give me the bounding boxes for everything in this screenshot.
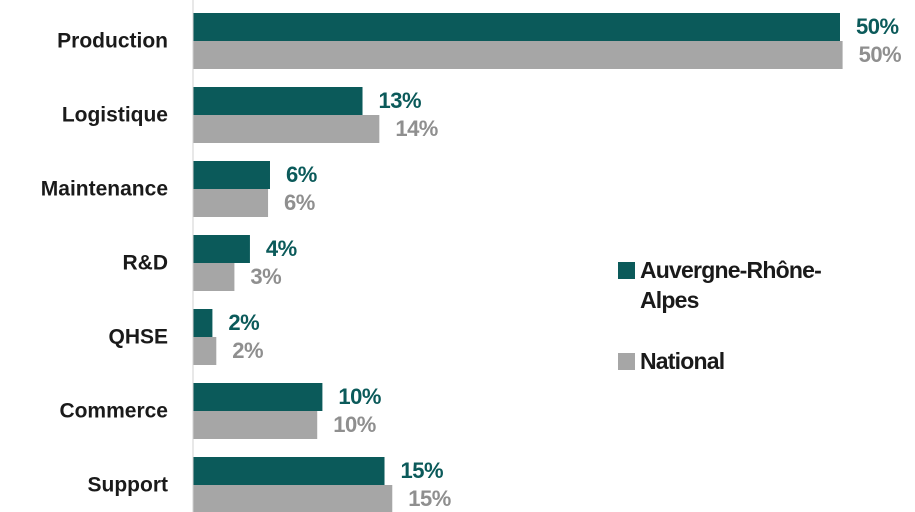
value-label: 6% — [286, 162, 317, 187]
value-label: 2% — [228, 310, 259, 335]
category-label: QHSE — [108, 326, 168, 349]
value-label: 2% — [232, 338, 263, 363]
value-label: 50% — [859, 42, 902, 67]
bar — [193, 383, 323, 411]
value-label: 15% — [401, 458, 444, 483]
bar — [193, 13, 840, 41]
bar — [193, 337, 217, 365]
value-label: 10% — [333, 412, 376, 437]
legend-label: Auvergne-Rhône-Alpes — [640, 257, 822, 313]
value-label: 4% — [266, 236, 297, 261]
category-label: Production — [57, 30, 168, 53]
bar — [193, 263, 235, 291]
category-label: Commerce — [59, 400, 168, 423]
value-label: 13% — [379, 88, 422, 113]
bar — [193, 309, 213, 337]
legend-swatch — [618, 353, 635, 370]
value-label: 50% — [856, 14, 899, 39]
legend-item: Auvergne-Rhône-Alpes — [618, 255, 878, 315]
bar — [193, 485, 393, 512]
bar — [193, 235, 250, 263]
value-label: 14% — [395, 116, 438, 141]
bar — [193, 411, 318, 439]
bar — [193, 115, 380, 143]
legend-label: National — [640, 348, 725, 374]
category-label: Maintenance — [41, 178, 168, 201]
bar — [193, 457, 385, 485]
category-label: Support — [88, 474, 168, 497]
value-label: 10% — [338, 384, 381, 409]
bar — [193, 41, 843, 69]
legend-item: National — [618, 346, 878, 376]
value-label: 6% — [284, 190, 315, 215]
value-label: 15% — [408, 486, 451, 511]
category-label: Logistique — [62, 104, 168, 127]
bar — [193, 161, 270, 189]
bar — [193, 189, 269, 217]
legend-swatch — [618, 262, 635, 279]
value-label: 3% — [250, 264, 281, 289]
bar — [193, 87, 363, 115]
category-label: R&D — [123, 252, 169, 275]
